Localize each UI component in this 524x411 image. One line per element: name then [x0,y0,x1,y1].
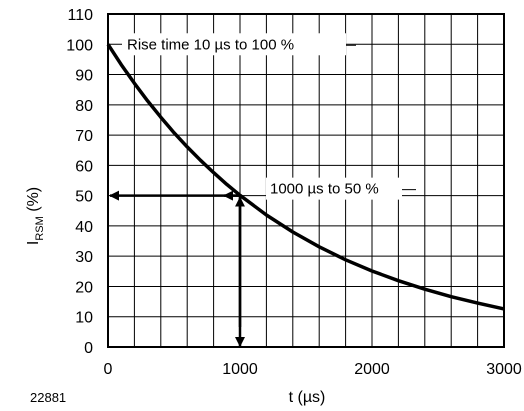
y-axis-title-suffix: (%) [25,187,42,216]
annotation-1000us: 1000 µs to 50 % [270,181,379,198]
y-tick-labels: 0 10 20 30 40 50 60 70 80 90 100 110 [66,7,93,357]
plot-frame-border [107,13,505,348]
annotation-1000us-background [266,177,402,200]
y-tick-label: 90 [75,68,93,85]
plot-frame [107,13,505,348]
series-line [106,43,505,311]
y-tick-label: 0 [84,340,93,357]
y-tick-label: 30 [75,249,93,266]
y-axis-title-main: I [25,241,42,245]
y-tick-label: 60 [75,158,93,175]
y-axis-title-subscript: RSM [34,216,46,240]
annotation-arrows [109,44,416,347]
figure-reference-number: 22881 [30,390,66,405]
y-tick-label: 20 [75,279,93,296]
y-tick-label: 40 [75,219,93,236]
y-tick-label: 70 [75,128,93,145]
y-tick-label: 10 [75,310,93,327]
y-tick-label: 110 [67,7,93,24]
x-tick-labels: 0 1000 2000 3000 [104,361,522,378]
minor-gridlines [108,14,504,347]
y-axis-title: IRSM (%) [25,187,46,245]
annotation-rise-time-background [122,33,346,56]
x-axis-title: t (µs) [289,389,326,406]
x-tick-label: 0 [104,361,113,378]
y-tick-label: 50 [75,189,93,206]
series-curve [106,43,505,311]
x-tick-label: 1000 [222,361,258,378]
annotations: Rise time 10 µs to 100 % 1000 µs to 50 % [122,33,402,200]
annotation-rise-time: Rise time 10 µs to 100 % [127,36,294,53]
x-tick-label: 3000 [486,361,522,378]
x-tick-label: 2000 [354,361,390,378]
y-tick-label: 80 [75,98,93,115]
y-tick-label: 100 [66,37,93,54]
